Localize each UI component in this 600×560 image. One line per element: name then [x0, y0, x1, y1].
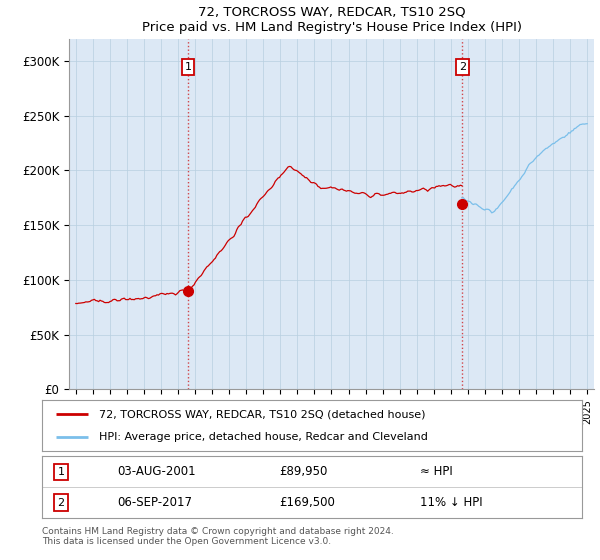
Text: £169,500: £169,500 [280, 496, 335, 509]
Title: 72, TORCROSS WAY, REDCAR, TS10 2SQ
Price paid vs. HM Land Registry's House Price: 72, TORCROSS WAY, REDCAR, TS10 2SQ Price… [142, 6, 521, 34]
Text: 2: 2 [58, 498, 64, 507]
Text: 1: 1 [185, 62, 191, 72]
Text: 2: 2 [459, 62, 466, 72]
Text: This data is licensed under the Open Government Licence v3.0.: This data is licensed under the Open Gov… [42, 538, 331, 547]
Text: 11% ↓ HPI: 11% ↓ HPI [420, 496, 482, 509]
Text: £89,950: £89,950 [280, 465, 328, 478]
Text: 03-AUG-2001: 03-AUG-2001 [118, 465, 196, 478]
Text: 72, TORCROSS WAY, REDCAR, TS10 2SQ (detached house): 72, TORCROSS WAY, REDCAR, TS10 2SQ (deta… [99, 409, 425, 419]
Text: 1: 1 [58, 467, 64, 477]
Text: ≈ HPI: ≈ HPI [420, 465, 453, 478]
Text: Contains HM Land Registry data © Crown copyright and database right 2024.: Contains HM Land Registry data © Crown c… [42, 526, 394, 536]
Text: 06-SEP-2017: 06-SEP-2017 [118, 496, 193, 509]
Text: HPI: Average price, detached house, Redcar and Cleveland: HPI: Average price, detached house, Redc… [99, 432, 428, 442]
